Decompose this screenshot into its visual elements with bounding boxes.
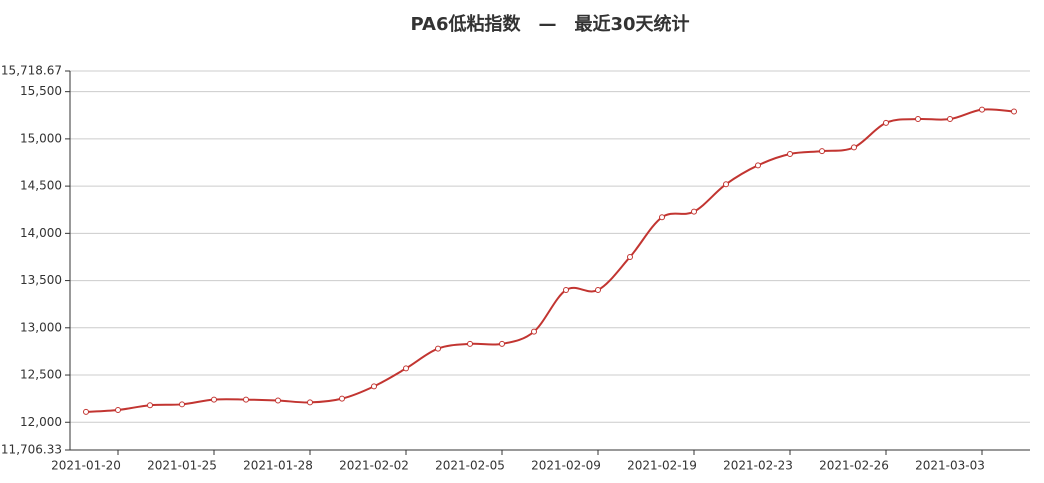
point <box>531 328 537 335</box>
point <box>499 340 505 347</box>
x-tick-label: 2021-03-03 <box>915 459 985 473</box>
point <box>627 253 633 260</box>
point <box>179 401 185 408</box>
point <box>83 408 89 415</box>
x-tick-label: 2021-01-25 <box>147 459 217 473</box>
line <box>85 108 1015 413</box>
y-tick-label: 15,500 <box>20 84 62 98</box>
x-tick-label: 2021-02-26 <box>819 459 889 473</box>
x-tick-label: 2021-01-28 <box>243 459 313 473</box>
x-tick-label: 2021-02-19 <box>627 459 697 473</box>
point <box>1011 108 1017 115</box>
y-tick-label: 12,000 <box>20 415 62 429</box>
point <box>115 406 121 413</box>
point <box>563 287 569 294</box>
point <box>403 365 409 372</box>
y-tick-label: 14,000 <box>20 226 62 240</box>
x-tick-label: 2021-02-23 <box>723 459 793 473</box>
point <box>883 119 889 126</box>
point <box>147 402 153 409</box>
x-tick-label: 2021-02-02 <box>339 459 409 473</box>
point <box>435 345 441 352</box>
point <box>595 287 601 294</box>
y-tick-label: 11,706.33 <box>1 443 62 457</box>
point <box>659 214 665 221</box>
point <box>467 340 473 347</box>
point <box>851 144 857 151</box>
point <box>947 116 953 123</box>
y-tick-label: 14,500 <box>20 179 62 193</box>
point <box>339 395 345 402</box>
point <box>211 396 217 403</box>
point <box>819 148 825 155</box>
y-tick-label: 15,718.67 <box>1 64 62 78</box>
point <box>275 397 281 404</box>
point <box>787 150 793 157</box>
point <box>915 116 921 123</box>
point <box>243 396 249 403</box>
y-tick-label: 13,000 <box>20 320 62 334</box>
point <box>723 181 729 188</box>
x-tick-label: 2021-02-05 <box>435 459 505 473</box>
y-tick-label: 13,500 <box>20 273 62 287</box>
point <box>691 208 697 215</box>
x-tick-label: 2021-02-09 <box>531 459 601 473</box>
y-tick-label: 12,500 <box>20 368 62 382</box>
y-tick-label: 15,000 <box>20 131 62 145</box>
x-tick-label: 2021-01-20 <box>51 459 121 473</box>
point <box>307 399 313 406</box>
point <box>371 383 377 390</box>
point <box>979 106 985 113</box>
chart-title: PA6低粘指数 — 最近30天统计 <box>410 13 689 35</box>
point <box>755 162 761 169</box>
